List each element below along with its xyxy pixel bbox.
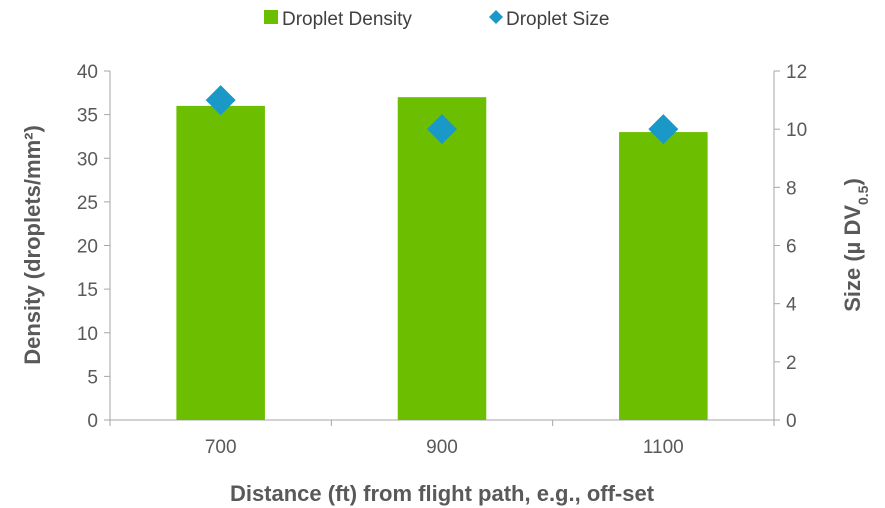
y-left-tick-label: 10 xyxy=(77,324,98,345)
y-right-tick-label: 12 xyxy=(786,62,807,83)
bar-droplet-density-700 xyxy=(176,105,265,421)
y-right-tick-label: 8 xyxy=(786,178,797,199)
y-left-tick-label: 15 xyxy=(77,280,98,301)
marker-series-droplet-size xyxy=(205,85,679,145)
bar-droplet-density-1100 xyxy=(619,132,708,420)
y-right-tick-label: 6 xyxy=(786,237,797,258)
x-axis-title: Distance (ft) from flight path, e.g., of… xyxy=(230,481,655,506)
marker-droplet-size-700 xyxy=(205,85,236,116)
y-axis-right-title: Size (µ DV0.5) xyxy=(840,178,871,312)
x-tick-label: 1100 xyxy=(643,437,684,458)
y-right-tick-label: 10 xyxy=(786,120,807,141)
y-left-tick-label: 40 xyxy=(77,62,98,83)
legend-label-droplet-size: Droplet Size xyxy=(506,9,610,30)
y-left-tick-label: 5 xyxy=(87,367,98,388)
y-left-tick-label: 0 xyxy=(87,411,98,432)
y-left-tick-label: 25 xyxy=(77,193,98,214)
bar-series-droplet-density xyxy=(176,97,708,421)
legend-swatch-droplet-density xyxy=(264,10,278,24)
legend-label-droplet-density: Droplet Density xyxy=(282,9,412,30)
y-right-tick-label: 2 xyxy=(786,353,797,374)
y-axis-left-title: Density (droplets/mm²) xyxy=(20,125,45,365)
y2-title-main: Size (µ DV xyxy=(840,205,865,312)
y2-title-end: ) xyxy=(840,178,865,185)
marker-droplet-size-1100 xyxy=(648,114,679,145)
y-right-tick-label: 0 xyxy=(786,411,797,432)
x-tick-label: 700 xyxy=(205,437,237,458)
bar-droplet-density-900 xyxy=(397,97,487,421)
y-right-tick-label: 4 xyxy=(786,295,797,316)
y-left-tick-label: 35 xyxy=(77,106,98,127)
legend-swatch-droplet-size xyxy=(489,10,503,24)
legend: Droplet Density Droplet Size xyxy=(264,9,610,30)
marker-droplet-size-900 xyxy=(427,114,457,145)
x-axis-ticks: 700 900 1100 xyxy=(109,420,775,458)
y2-title-subscript: 0.5 xyxy=(855,185,871,205)
y-left-tick-label: 20 xyxy=(77,237,98,258)
y-axis-right-ticks: 0 2 4 6 8 10 12 xyxy=(774,62,807,432)
x-tick-label: 900 xyxy=(426,437,458,458)
y-left-tick-label: 30 xyxy=(77,149,98,170)
y-axis-left-ticks: 0 5 10 15 20 25 30 35 40 xyxy=(77,62,110,432)
